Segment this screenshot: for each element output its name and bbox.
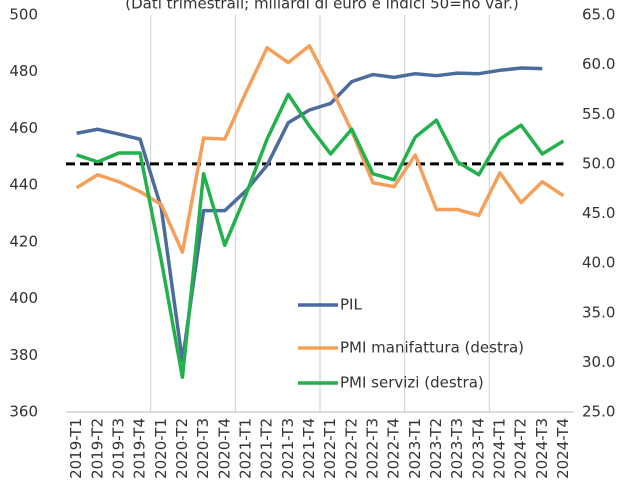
x-tick-label: 2024-T3 <box>533 418 551 479</box>
x-tick-label: 2022-T1 <box>321 418 339 479</box>
x-tick-label: 2019-T1 <box>67 418 85 479</box>
y2-tick-label: 40.0 <box>582 254 615 272</box>
x-tick-label: 2024-T4 <box>554 418 572 479</box>
x-tick-label: 2022-T4 <box>385 418 403 479</box>
x-tick-label: 2024-T2 <box>512 418 530 479</box>
x-tick-label: 2020-T3 <box>194 418 212 479</box>
y2-tick-label: 45.0 <box>582 204 615 222</box>
x-tick-label: 2019-T2 <box>88 418 106 479</box>
y-tick-label: 500 <box>9 6 38 24</box>
y2-tick-label: 30.0 <box>582 353 615 371</box>
x-tick-label: 2019-T4 <box>131 418 149 479</box>
x-tick-label: 2023-T1 <box>406 418 424 479</box>
x-tick-label: 2023-T4 <box>469 418 487 479</box>
x-tick-label: 2021-T2 <box>258 418 276 479</box>
y2-tick-label: 65.0 <box>582 6 615 24</box>
x-tick-label: 2022-T2 <box>342 418 360 479</box>
y2-tick-label: 60.0 <box>582 55 615 73</box>
x-tick-label: 2021-T1 <box>236 418 254 479</box>
y-tick-label: 380 <box>9 346 38 364</box>
x-tick-label: 2022-T3 <box>363 418 381 479</box>
x-tick-label: 2023-T2 <box>427 418 445 479</box>
x-tick-label: 2020-T1 <box>152 418 170 479</box>
series-line <box>75 44 565 254</box>
series-line <box>76 66 543 363</box>
x-tick-label: 2020-T2 <box>173 418 191 479</box>
y-tick-label: 420 <box>9 232 38 250</box>
y-tick-label: 460 <box>9 119 38 137</box>
legend-label: PIL <box>340 296 362 314</box>
chart-title: (Dati trimestrali; miliardi di euro e in… <box>125 0 518 13</box>
legend-label: PMI manifattura (destra) <box>340 339 524 357</box>
y2-tick-label: 35.0 <box>582 303 615 321</box>
y-tick-label: 480 <box>9 62 38 80</box>
y2-tick-label: 55.0 <box>582 105 615 123</box>
y2-tick-label: 25.0 <box>582 403 615 421</box>
x-tick-label: 2019-T3 <box>109 418 127 479</box>
x-tick-label: 2021-T4 <box>300 418 318 479</box>
x-tick-label: 2023-T3 <box>448 418 466 479</box>
legend-label: PMI servizi (destra) <box>340 374 484 392</box>
y-tick-label: 440 <box>9 176 38 194</box>
y2-tick-label: 50.0 <box>582 154 615 172</box>
x-tick-label: 2020-T4 <box>215 418 233 479</box>
x-tick-label: 2021-T3 <box>279 418 297 479</box>
y-tick-label: 400 <box>9 289 38 307</box>
x-tick-label: 2024-T1 <box>490 418 508 479</box>
series-line <box>76 92 565 380</box>
y-tick-label: 360 <box>9 403 38 421</box>
